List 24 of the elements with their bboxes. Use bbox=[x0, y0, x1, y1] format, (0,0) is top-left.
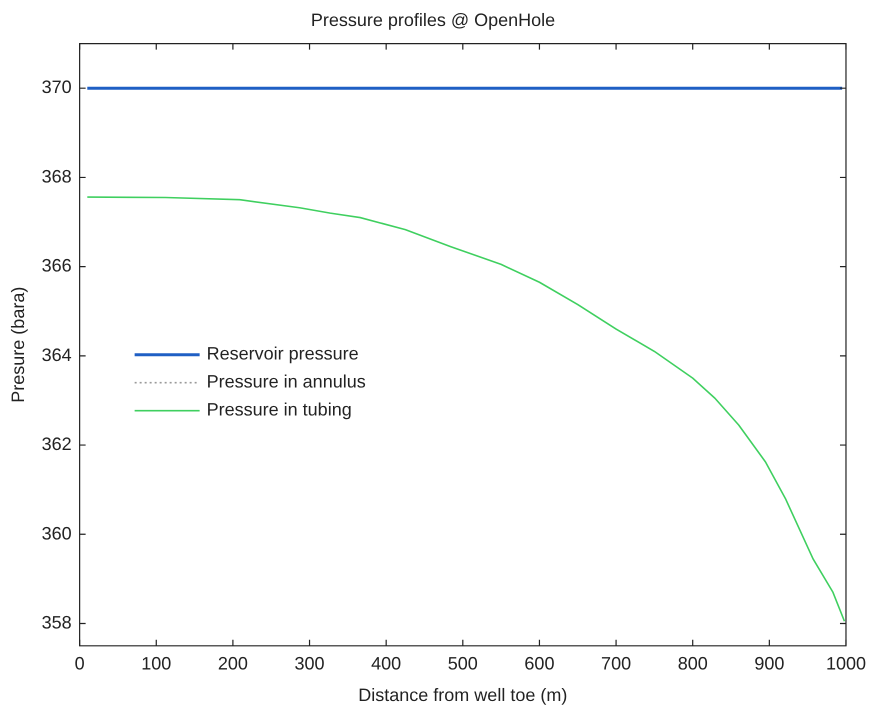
chart-title: Pressure profiles @ OpenHole bbox=[310, 10, 556, 30]
y-tick-label: 370 bbox=[42, 77, 72, 98]
x-tick-label: 0 bbox=[74, 654, 85, 674]
y-axis-title: Presure (bara) bbox=[8, 286, 28, 403]
x-tick-label: 900 bbox=[754, 654, 784, 674]
x-tick-label: 1000 bbox=[826, 654, 866, 674]
legend-label: Pressure in annulus bbox=[206, 372, 366, 392]
x-tick-label: 600 bbox=[524, 654, 554, 674]
x-axis-title: Distance from well toe (m) bbox=[358, 685, 568, 706]
x-tick-label: 500 bbox=[448, 654, 478, 674]
y-tick-label: 366 bbox=[42, 256, 72, 276]
x-tick-label: 700 bbox=[601, 654, 632, 674]
legend-label: Reservoir pressure bbox=[206, 344, 359, 364]
x-tick-label: 100 bbox=[141, 654, 172, 674]
x-tick-label: 800 bbox=[678, 654, 708, 674]
x-tick-label: 300 bbox=[294, 654, 325, 674]
y-tick-label: 362 bbox=[42, 434, 72, 454]
x-tick-label: 400 bbox=[371, 654, 402, 674]
y-tick-label: 368 bbox=[42, 166, 72, 186]
y-tick-label: 360 bbox=[42, 523, 72, 544]
x-tick-label: 200 bbox=[218, 654, 248, 674]
y-tick-label: 358 bbox=[42, 612, 72, 632]
y-tick-label: 364 bbox=[42, 344, 72, 365]
legend-label: Pressure in tubing bbox=[206, 400, 352, 420]
